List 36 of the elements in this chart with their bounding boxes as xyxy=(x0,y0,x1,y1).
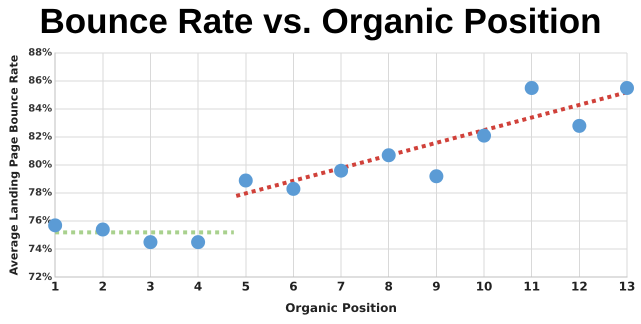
point xyxy=(620,81,634,96)
y-axis-title: Average Landing Page Bounce Rate xyxy=(7,54,20,276)
y-tick-label: 72% xyxy=(28,272,52,283)
x-tick-label: 5 xyxy=(242,280,250,294)
y-tick-label: 84% xyxy=(28,104,52,115)
y-tick-label: 74% xyxy=(28,244,52,255)
y-tick-label: 80% xyxy=(28,160,52,171)
point xyxy=(238,174,253,188)
point xyxy=(286,182,300,196)
x-tick-label: 8 xyxy=(384,280,393,294)
point xyxy=(96,222,110,237)
x-tick-label: 9 xyxy=(432,280,441,294)
y-tick-label: 86% xyxy=(28,76,52,87)
y-tick-label: 88% xyxy=(28,48,52,59)
point xyxy=(143,235,158,250)
point xyxy=(382,148,396,162)
point xyxy=(191,235,206,250)
x-tick-label: 2 xyxy=(98,280,107,294)
x-axis-title: Organic Position xyxy=(285,300,397,315)
point xyxy=(572,118,586,133)
point xyxy=(429,169,444,184)
y-tick-label: 78% xyxy=(28,188,52,199)
x-tick-label: 6 xyxy=(289,280,298,294)
point xyxy=(477,128,492,143)
point xyxy=(524,81,539,96)
y-tick-label: 82% xyxy=(28,132,52,143)
x-tick-label: 1 xyxy=(50,280,60,294)
x-tick-label: 12 xyxy=(570,280,588,294)
x-tick-label: 7 xyxy=(336,280,346,294)
chart-title: Bounce Rate vs. Organic Position xyxy=(38,1,603,43)
x-tick-label: 3 xyxy=(146,280,155,294)
x-tick-label: 10 xyxy=(476,280,492,294)
x-tick-label: 4 xyxy=(194,280,202,294)
x-tick-label: 13 xyxy=(618,280,636,294)
point xyxy=(334,164,348,178)
x-tick-label: 11 xyxy=(523,280,540,294)
